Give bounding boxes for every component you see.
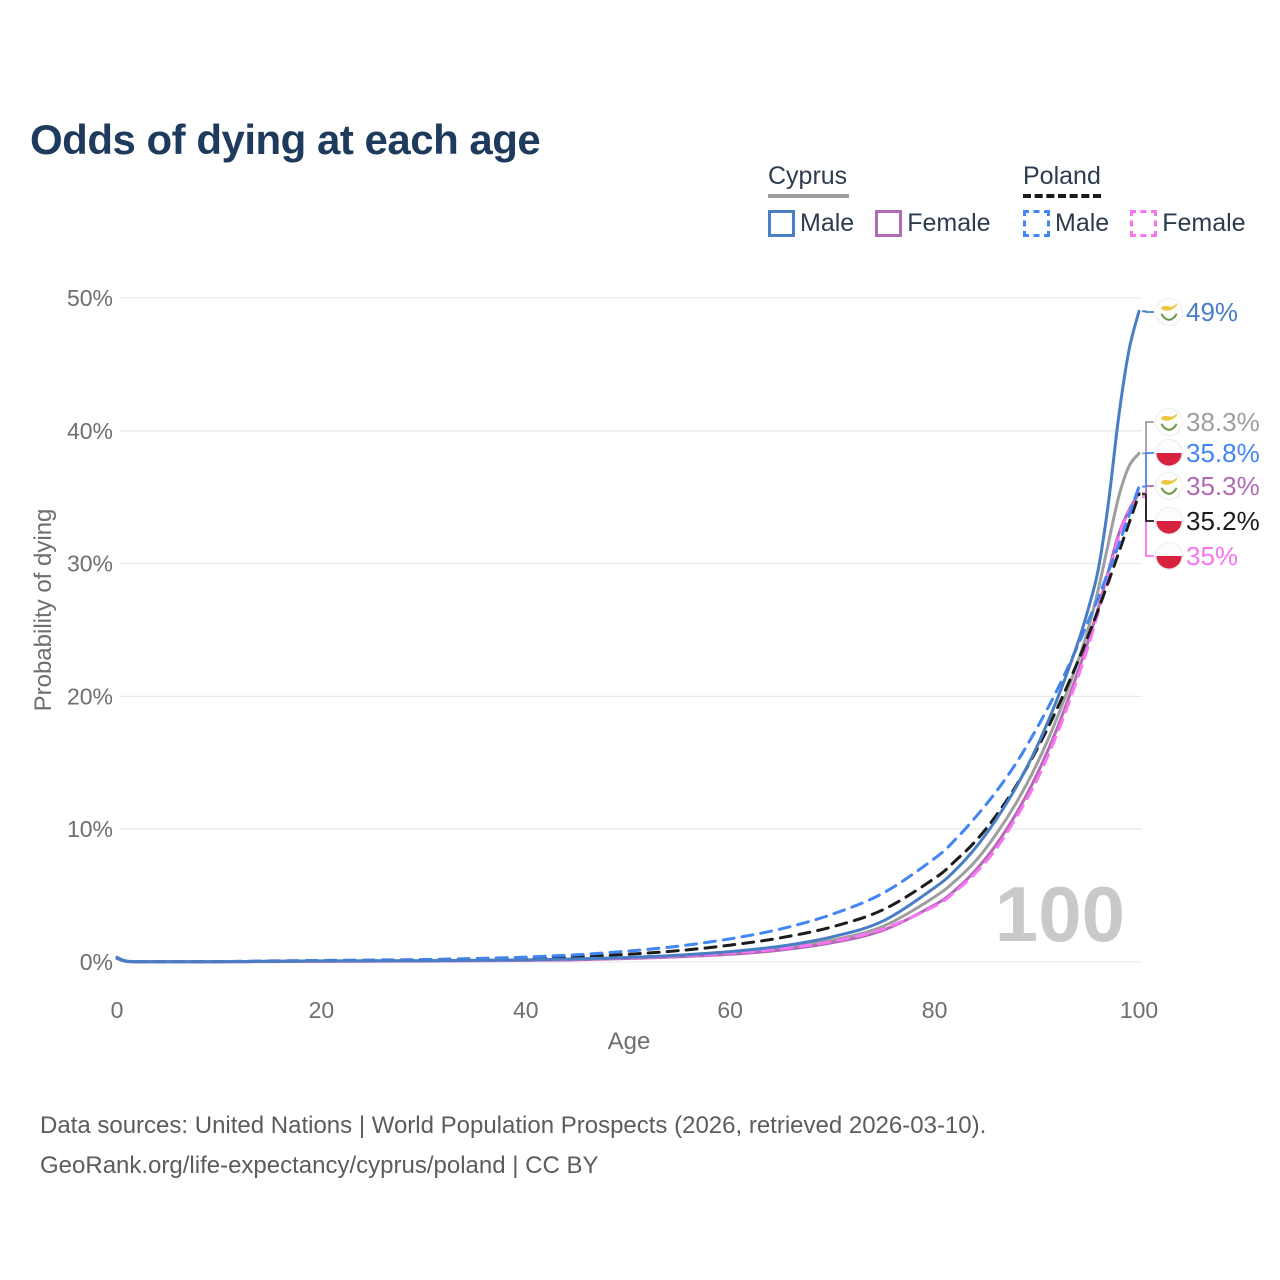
legend-item-poland-female[interactable]: Female (1130, 209, 1246, 238)
leader-line-poland-female (1142, 496, 1154, 557)
series-line-poland-both-sexes[interactable] (115, 493, 1141, 964)
footer: Data sources: United Nations | World Pop… (40, 1106, 986, 1186)
y-tick-label: 20% (67, 683, 113, 709)
flag-cyprus-icon (1155, 408, 1183, 436)
x-axis-title: Age (607, 1028, 651, 1055)
legend-item-cyprus-female[interactable]: Female (875, 209, 991, 238)
y-axis-title: Probability of dying (30, 508, 57, 712)
y-tick-label: 40% (67, 418, 113, 444)
legend-item-poland-male[interactable]: Male (1023, 209, 1109, 238)
leader-line-poland-both-sexes (1142, 493, 1154, 522)
footer-attribution[interactable]: GeoRank.org/life-expectancy/cyprus/polan… (40, 1152, 599, 1179)
footer-data-sources: Data sources: United Nations | World Pop… (40, 1112, 987, 1139)
cyprus-male-swatch-icon (768, 210, 795, 237)
end-label-poland-female: 35% (1186, 541, 1238, 571)
end-label-poland-both-sexes: 35.2% (1186, 506, 1260, 536)
x-tick-label: 40 (513, 997, 539, 1023)
y-tick-label: 30% (67, 551, 113, 577)
end-label-poland-male: 35.8% (1186, 438, 1260, 468)
x-tick-label: 20 (309, 997, 335, 1023)
poland-dashed-line-swatch (1023, 194, 1101, 198)
legend-label-poland-male: Male (1055, 209, 1110, 237)
cyprus-solid-line-swatch (768, 194, 849, 198)
legend-label-poland-female: Female (1162, 209, 1246, 237)
legend-group-poland: Poland Male Female (1023, 162, 1246, 238)
legend-item-cyprus-male[interactable]: Male (768, 209, 854, 238)
leader-line-cyprus-female (1142, 485, 1154, 495)
x-tick-label: 0 (111, 997, 124, 1023)
leader-line-cyprus-male (1142, 310, 1154, 313)
watermark-age-100: 100 (995, 870, 1125, 958)
leader-line-poland-male (1142, 452, 1154, 488)
series-line-poland-male[interactable] (115, 485, 1141, 964)
flag-poland-icon (1155, 507, 1183, 535)
x-tick-label: 100 (1120, 997, 1158, 1023)
series-line-cyprus-both-sexes[interactable] (115, 451, 1141, 964)
cyprus-female-swatch-icon (875, 210, 903, 237)
y-tick-label: 50% (67, 285, 113, 311)
y-tick-label: 0% (80, 949, 113, 975)
legend-label-cyprus-male: Male (800, 209, 855, 237)
legend-label-cyprus-female: Female (907, 209, 991, 237)
poland-female-swatch-icon (1130, 210, 1158, 237)
chart-title: Odds of dying at each age (30, 116, 541, 164)
flag-cyprus-icon (1155, 472, 1183, 500)
end-label-cyprus-male: 49% (1186, 297, 1238, 327)
legend-country-cyprus[interactable]: Cyprus (768, 162, 848, 190)
legend-country-poland[interactable]: Poland (1023, 162, 1101, 190)
x-tick-label: 80 (922, 997, 948, 1023)
y-tick-label: 10% (67, 816, 113, 842)
flag-poland-icon (1155, 439, 1183, 467)
end-label-cyprus-both-sexes: 38.3% (1186, 407, 1260, 437)
legend-group-cyprus: Cyprus Male Female (768, 162, 991, 238)
x-tick-label: 60 (717, 997, 743, 1023)
leader-line-cyprus-both-sexes (1142, 421, 1154, 455)
series-line-cyprus-male[interactable] (115, 309, 1141, 964)
flag-poland-icon (1155, 542, 1183, 570)
series-line-poland-female[interactable] (115, 495, 1141, 964)
poland-male-swatch-icon (1023, 210, 1050, 237)
end-label-cyprus-female: 35.3% (1186, 471, 1260, 501)
flag-cyprus-icon (1155, 298, 1183, 326)
